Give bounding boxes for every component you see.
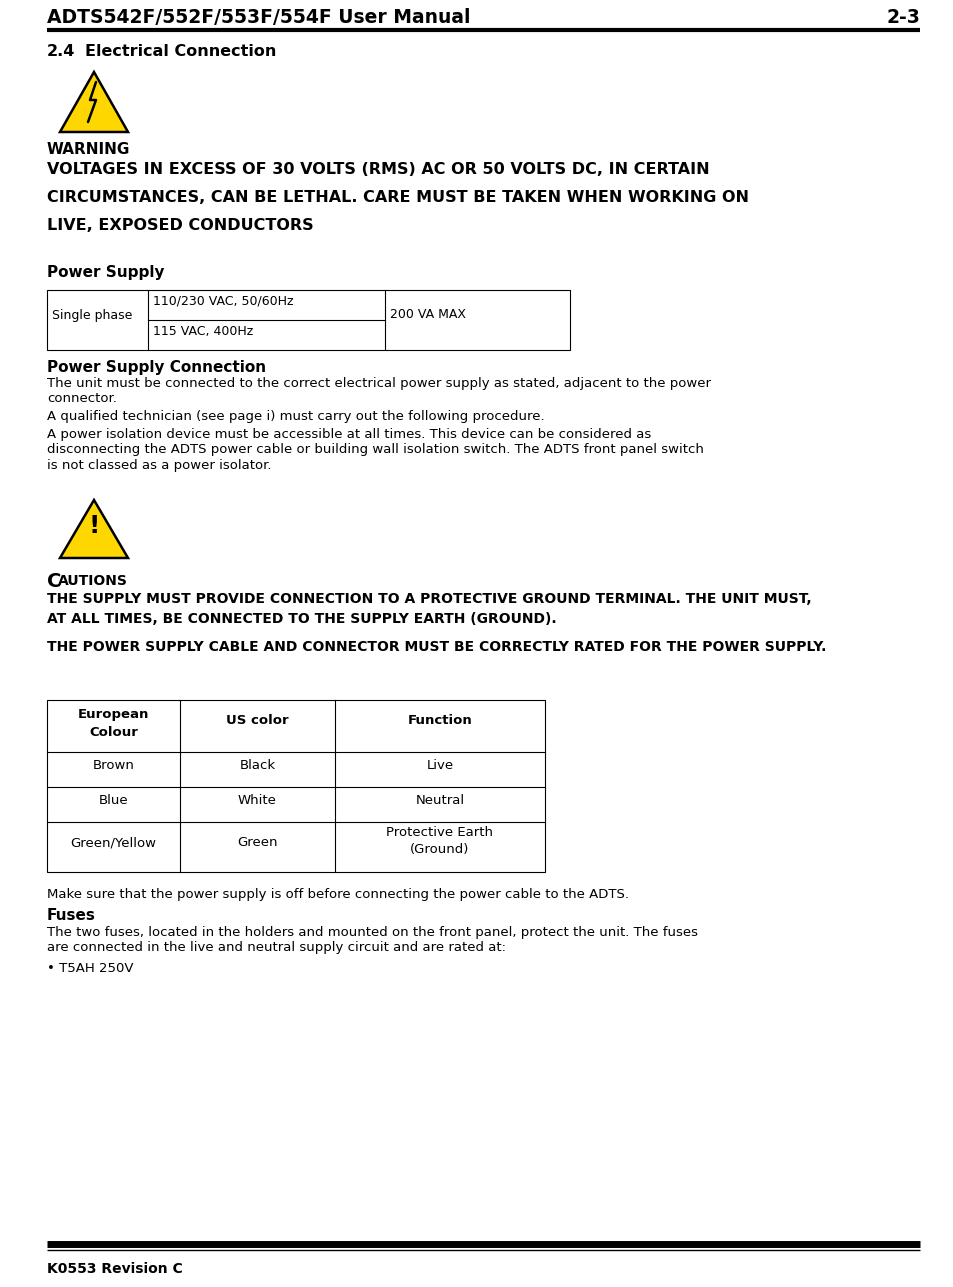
Text: Function: Function — [407, 714, 472, 727]
Text: 2-3: 2-3 — [885, 8, 919, 27]
Text: THE SUPPLY MUST PROVIDE CONNECTION TO A PROTECTIVE GROUND TERMINAL. THE UNIT MUS: THE SUPPLY MUST PROVIDE CONNECTION TO A … — [47, 592, 811, 606]
Text: 115 VAC, 400Hz: 115 VAC, 400Hz — [152, 326, 253, 338]
Text: 200 VA MAX: 200 VA MAX — [390, 309, 465, 322]
Bar — [47, 290, 569, 350]
Text: Live: Live — [426, 759, 453, 772]
Text: White: White — [238, 794, 276, 807]
Text: Green/Yellow: Green/Yellow — [71, 837, 156, 849]
Text: connector.: connector. — [47, 393, 117, 405]
Text: VOLTAGES IN EXCESS OF 30 VOLTS (RMS) AC OR 50 VOLTS DC, IN CERTAIN: VOLTAGES IN EXCESS OF 30 VOLTS (RMS) AC … — [47, 162, 709, 178]
Text: AT ALL TIMES, BE CONNECTED TO THE SUPPLY EARTH (GROUND).: AT ALL TIMES, BE CONNECTED TO THE SUPPLY… — [47, 613, 556, 625]
Text: C: C — [47, 571, 61, 591]
Text: A qualified technician (see page i) must carry out the following procedure.: A qualified technician (see page i) must… — [47, 411, 544, 423]
Text: Power Supply Connection: Power Supply Connection — [47, 360, 266, 375]
Text: ADTS542F/552F/553F/554F User Manual: ADTS542F/552F/553F/554F User Manual — [47, 8, 470, 27]
Text: Fuses: Fuses — [47, 909, 95, 923]
Text: Green: Green — [237, 837, 277, 849]
Text: Brown: Brown — [92, 759, 134, 772]
Polygon shape — [60, 72, 128, 133]
Text: are connected in the live and neutral supply circuit and are rated at:: are connected in the live and neutral su… — [47, 942, 505, 955]
Bar — [47, 700, 544, 873]
Text: disconnecting the ADTS power cable or building wall isolation switch. The ADTS f: disconnecting the ADTS power cable or bu… — [47, 444, 703, 457]
Text: Neutral: Neutral — [415, 794, 464, 807]
Text: 2.4: 2.4 — [47, 44, 75, 59]
Text: CIRCUMSTANCES, CAN BE LETHAL. CARE MUST BE TAKEN WHEN WORKING ON: CIRCUMSTANCES, CAN BE LETHAL. CARE MUST … — [47, 190, 748, 205]
Text: A power isolation device must be accessible at all times. This device can be con: A power isolation device must be accessi… — [47, 429, 651, 441]
Text: K0553 Revision C: K0553 Revision C — [47, 1263, 183, 1275]
Text: US color: US color — [226, 714, 289, 727]
Text: WARNING: WARNING — [47, 142, 131, 157]
Text: • T5AH 250V: • T5AH 250V — [47, 961, 133, 976]
Text: Electrical Connection: Electrical Connection — [85, 44, 276, 59]
Text: Power Supply: Power Supply — [47, 265, 164, 281]
Text: European
Colour: European Colour — [78, 708, 149, 739]
Text: Black: Black — [239, 759, 275, 772]
Text: Protective Earth
(Ground): Protective Earth (Ground) — [386, 825, 493, 857]
Text: !: ! — [89, 514, 99, 538]
Text: is not classed as a power isolator.: is not classed as a power isolator. — [47, 459, 272, 472]
Text: LIVE, EXPOSED CONDUCTORS: LIVE, EXPOSED CONDUCTORS — [47, 218, 314, 233]
Polygon shape — [60, 501, 128, 559]
Text: Single phase: Single phase — [52, 309, 132, 322]
Text: AUTIONS: AUTIONS — [58, 574, 128, 588]
Text: Make sure that the power supply is off before connecting the power cable to the : Make sure that the power supply is off b… — [47, 888, 628, 901]
Text: THE POWER SUPPLY CABLE AND CONNECTOR MUST BE CORRECTLY RATED FOR THE POWER SUPPL: THE POWER SUPPLY CABLE AND CONNECTOR MUS… — [47, 640, 825, 654]
Text: 110/230 VAC, 50/60Hz: 110/230 VAC, 50/60Hz — [152, 295, 294, 308]
Text: The unit must be connected to the correct electrical power supply as stated, adj: The unit must be connected to the correc… — [47, 377, 710, 390]
Text: Blue: Blue — [98, 794, 128, 807]
Text: The two fuses, located in the holders and mounted on the front panel, protect th: The two fuses, located in the holders an… — [47, 927, 698, 940]
